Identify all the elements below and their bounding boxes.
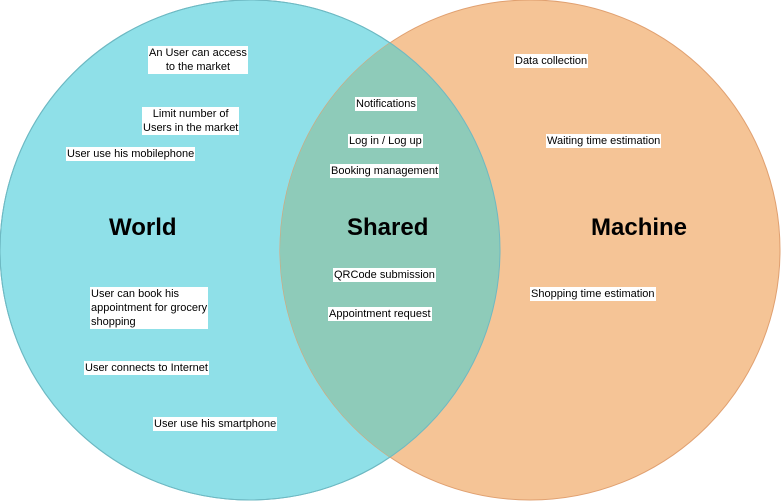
shared-item-qrcode: QRCode submission <box>333 268 436 282</box>
world-circle-outline <box>0 0 501 501</box>
shared-item-notifications: Notifications <box>355 97 417 111</box>
world-item-smartphone: User use his smartphone <box>153 417 278 431</box>
shared-item-appointment-request: Appointment request <box>328 307 432 321</box>
machine-item-waiting-time: Waiting time estimation <box>546 134 662 148</box>
machine-item-data-collection: Data collection <box>514 54 589 68</box>
world-item-limit-users: Limit number of Users in the market <box>142 107 240 135</box>
world-item-internet: User connects to Internet <box>84 361 209 375</box>
world-item-access-market: An User can access to the market <box>148 46 248 74</box>
shared-overlap-region <box>280 0 500 500</box>
world-heading: World <box>109 214 177 241</box>
shared-heading: Shared <box>347 214 429 241</box>
shared-item-booking-management: Booking management <box>330 164 440 178</box>
world-item-book-appointment: User can book his appointment for grocer… <box>90 287 209 329</box>
shared-item-login: Log in / Log up <box>348 134 423 148</box>
machine-item-shopping-time: Shopping time estimation <box>530 287 656 301</box>
world-item-mobilephone: User use his mobilephone <box>66 147 196 161</box>
machine-heading: Machine <box>591 214 688 241</box>
